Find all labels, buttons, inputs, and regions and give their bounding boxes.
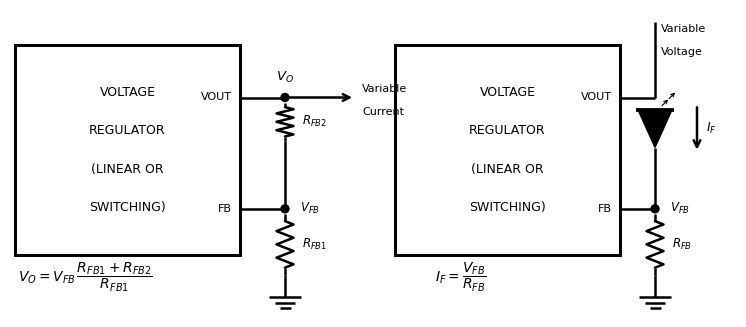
Circle shape <box>281 94 289 101</box>
Text: $I_F$: $I_F$ <box>706 121 717 136</box>
Bar <box>395 45 620 255</box>
Text: VOLTAGE: VOLTAGE <box>480 87 536 99</box>
Text: Voltage: Voltage <box>661 47 703 57</box>
Text: FB: FB <box>598 204 612 214</box>
Text: $R_{FB1}$: $R_{FB1}$ <box>302 237 327 252</box>
Bar <box>15 45 240 255</box>
Text: (LINEAR OR: (LINEAR OR <box>471 163 544 176</box>
Text: VOLTAGE: VOLTAGE <box>99 87 155 99</box>
Text: $R_{FB2}$: $R_{FB2}$ <box>302 114 327 129</box>
Text: Variable: Variable <box>362 83 407 94</box>
Text: Variable: Variable <box>661 24 706 34</box>
Text: (LINEAR OR: (LINEAR OR <box>91 163 164 176</box>
Polygon shape <box>638 110 672 147</box>
Text: REGULATOR: REGULATOR <box>469 125 546 137</box>
Text: SWITCHING): SWITCHING) <box>89 200 166 214</box>
Text: $V_O = V_{FB}\,\dfrac{R_{FB1} + R_{FB2}}{R_{FB1}}$: $V_O = V_{FB}\,\dfrac{R_{FB1} + R_{FB2}}… <box>18 260 153 294</box>
Text: REGULATOR: REGULATOR <box>90 125 166 137</box>
Text: $I_F = \dfrac{V_{FB}}{R_{FB}}$: $I_F = \dfrac{V_{FB}}{R_{FB}}$ <box>435 260 486 294</box>
Text: FB: FB <box>218 204 232 214</box>
Text: $V_{FB}$: $V_{FB}$ <box>670 201 690 216</box>
Text: Current: Current <box>362 107 404 116</box>
Text: $V_{FB}$: $V_{FB}$ <box>300 201 320 216</box>
Text: $R_{FB}$: $R_{FB}$ <box>672 237 692 252</box>
Text: VOUT: VOUT <box>201 93 232 102</box>
Circle shape <box>651 205 659 213</box>
Text: $V_O$: $V_O$ <box>276 69 294 84</box>
Circle shape <box>281 205 289 213</box>
Text: SWITCHING): SWITCHING) <box>469 200 546 214</box>
Text: VOUT: VOUT <box>581 93 612 102</box>
